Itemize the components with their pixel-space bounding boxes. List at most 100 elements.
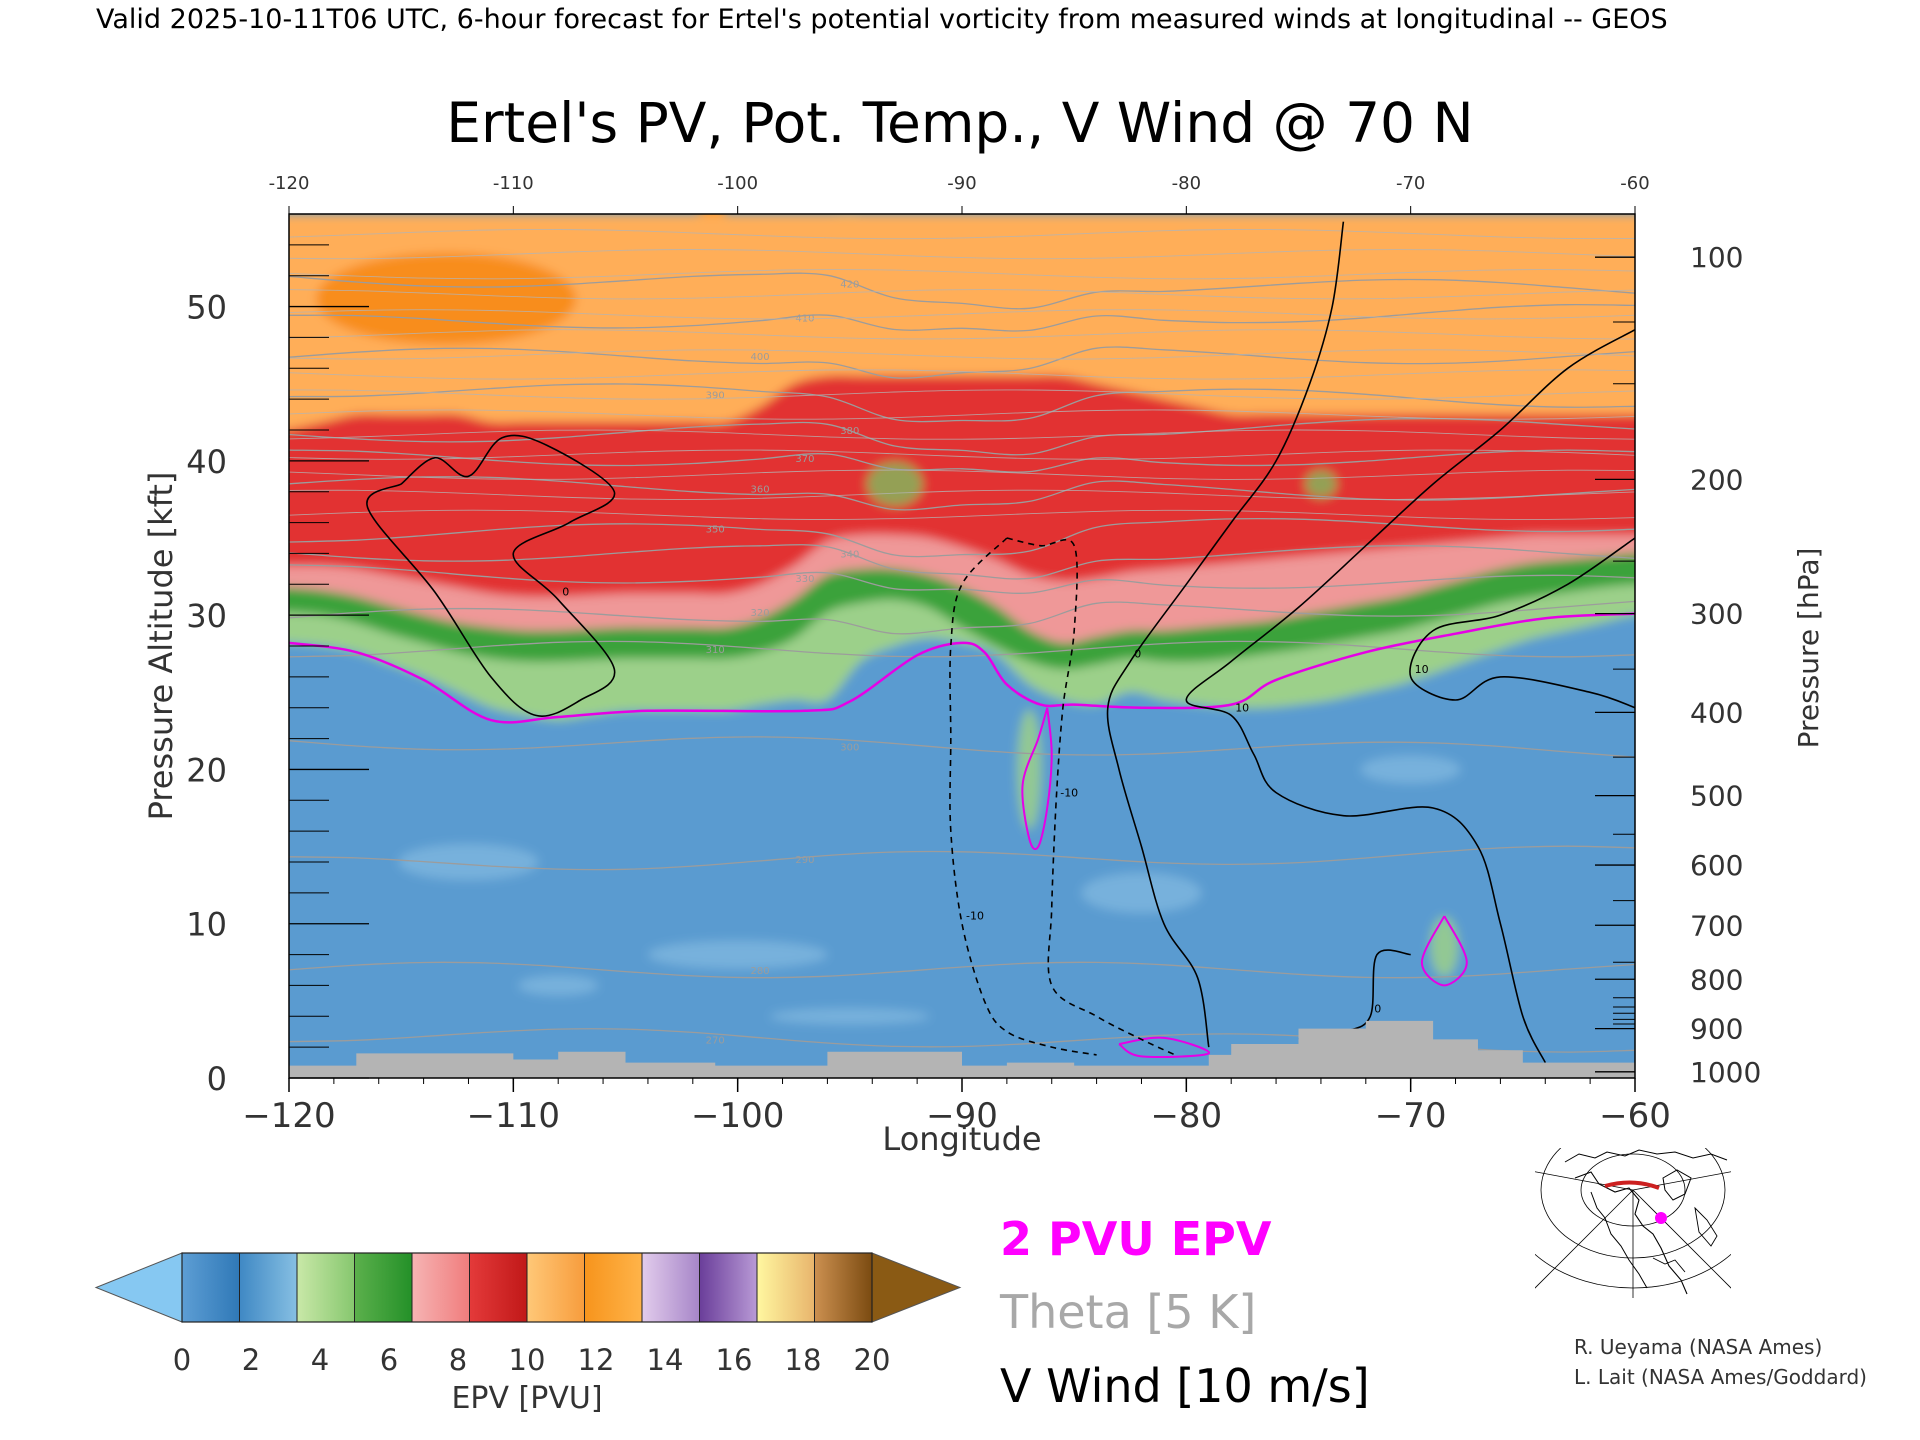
y-tick-label: 20: [186, 751, 227, 789]
colorbar-tick-label: 16: [716, 1343, 753, 1377]
v-wind-label: -10: [966, 910, 984, 923]
colorbar-segment: [412, 1253, 470, 1322]
theta-line-300: [289, 736, 1635, 758]
credit-line-1: R. Ueyama (NASA Ames): [1574, 1335, 1822, 1359]
colorbar-tick-label: 8: [449, 1343, 467, 1377]
theta-label-350: 350: [706, 525, 725, 536]
colorbar-tick-label: 12: [578, 1343, 615, 1377]
y2-axis-label: Pressure [hPa]: [1792, 548, 1825, 749]
y2-tick-label: 400: [1690, 696, 1743, 729]
y2-tick-label: 200: [1690, 463, 1743, 496]
theta-fine-line: [289, 349, 1635, 360]
v-wind-label: 0: [1374, 1002, 1381, 1015]
plot-area: 270 280 290 300 310 320 330 340 350 360 370 380 390 4…: [288, 213, 1636, 1079]
colorbar-tick-label: 0: [173, 1343, 191, 1377]
v-wind-label: 0: [562, 586, 569, 599]
x-top-tick-label: -60: [1620, 173, 1649, 194]
y-tick-label: 0: [207, 1060, 227, 1098]
theta-label-270: 270: [706, 1035, 725, 1046]
v-wind-contour-pos10: [1409, 537, 1635, 709]
theta-fine-line: [289, 228, 1635, 240]
epv-light-patch: [1360, 755, 1461, 784]
x-top-tick-label: -110: [493, 173, 534, 194]
colorbar: 0 2 4 6 8 10 12 14 16 18 20: [94, 1252, 962, 1377]
legend-pv2: 2 PVU EPV: [1000, 1212, 1272, 1266]
colorbar-under-arrow: [94, 1252, 183, 1323]
epv-green-patch: [1430, 916, 1459, 977]
theta-label-360: 360: [751, 485, 770, 496]
colorbar-segment: [814, 1253, 873, 1322]
y2-tick-label: 600: [1690, 849, 1743, 882]
theta-label-390: 390: [706, 391, 725, 402]
colorbar-tick-label: 20: [854, 1343, 891, 1377]
v-wind-label: -10: [1060, 786, 1078, 799]
epv-light-patch: [518, 975, 599, 996]
colorbar-tick-label: 10: [509, 1343, 546, 1377]
north-polar-map-icon: [1535, 1148, 1731, 1298]
epv-light-patch: [1081, 872, 1202, 913]
legend-vwind: V Wind [10 m/s]: [1000, 1359, 1370, 1413]
x-tick-label: −70: [1375, 1096, 1447, 1136]
x-axis-top: -120 -110 -100 -90 -80 -70 -60: [269, 173, 1650, 214]
theta-line-290: [289, 845, 1635, 871]
theta-line-310: [289, 640, 1635, 658]
theta-label-300: 300: [840, 742, 859, 753]
theta-line-320: [289, 600, 1635, 635]
x-top-tick-label: -80: [1172, 173, 1201, 194]
v-wind-contour-neg10: [949, 537, 1097, 1056]
colorbar-segment: [469, 1253, 528, 1322]
theta-label-380: 380: [840, 426, 859, 437]
theta-line-280: [289, 961, 1635, 979]
theta-line-420: [289, 272, 1635, 310]
theta-fine-line: [289, 369, 1635, 380]
theta-line-400: [289, 346, 1635, 379]
v-wind-label: 10: [1235, 701, 1249, 714]
epv-light-patch: [769, 1008, 930, 1025]
epv-band-1: [289, 615, 1635, 1078]
theta-line-410: [289, 303, 1635, 332]
theta-line-350: [289, 518, 1635, 558]
epv-light-patch: [647, 940, 828, 969]
y-tick-label: 50: [186, 289, 227, 327]
v-wind-contour-pos10: [1185, 329, 1635, 1063]
y-tick-label: 40: [186, 443, 227, 481]
colorbar-segment: [297, 1253, 355, 1322]
epv-green-patch: [1017, 709, 1042, 830]
terrain-fill: [289, 1020, 1635, 1078]
x-tick-label: −60: [1599, 1096, 1671, 1136]
colorbar-segment: [354, 1253, 413, 1322]
theta-fine-line: [289, 249, 1635, 260]
x-axis-bottom: −120 −110 −100 −90 −80 −70 −60: [242, 1078, 1671, 1136]
y-axis-right: 100 200 300 400 500 600 700 800 900 1000: [1595, 241, 1761, 1089]
colorbar-segment: [584, 1253, 643, 1322]
colorbar-tick-label: 6: [380, 1343, 398, 1377]
v-wind-contour-pos0: [1106, 221, 1345, 1048]
y-tick-label: 30: [186, 597, 227, 635]
theta-fine-line: [289, 329, 1635, 340]
epv-light-patch: [398, 844, 539, 880]
epv-green-patch: [866, 462, 923, 506]
credit-line-2: L. Lait (NASA Ames/Goddard): [1574, 1365, 1867, 1389]
theta-line-360: [289, 476, 1635, 511]
theta-label-280: 280: [751, 966, 770, 977]
theta-label-290: 290: [795, 855, 814, 866]
theta-line-330: [289, 564, 1635, 594]
colorbar-tick-label: 2: [242, 1343, 260, 1377]
colorbar-segment: [699, 1253, 758, 1322]
theta-fine-line: [289, 469, 1635, 480]
x-top-tick-label: -90: [947, 173, 976, 194]
x-tick-label: −120: [242, 1096, 335, 1136]
x-tick-label: −110: [467, 1096, 560, 1136]
theta-fine-line: [289, 409, 1635, 420]
theta-label-420: 420: [840, 279, 859, 290]
pv2-contour-surface: [1118, 1036, 1210, 1058]
epv-green-patch: [1304, 470, 1337, 498]
theta-contours: 270 280 290 300 310 320 330 340 350 360 370 380 390 4…: [289, 228, 1635, 1053]
x-top-tick-label: -70: [1396, 173, 1425, 194]
theta-line-340: [289, 544, 1635, 580]
y2-tick-label: 300: [1690, 598, 1743, 631]
v-wind-label: 0: [1134, 647, 1141, 660]
theta-label-370: 370: [795, 454, 814, 465]
colorbar-frame: [181, 1252, 873, 1323]
y2-tick-label: 1000: [1690, 1056, 1761, 1089]
